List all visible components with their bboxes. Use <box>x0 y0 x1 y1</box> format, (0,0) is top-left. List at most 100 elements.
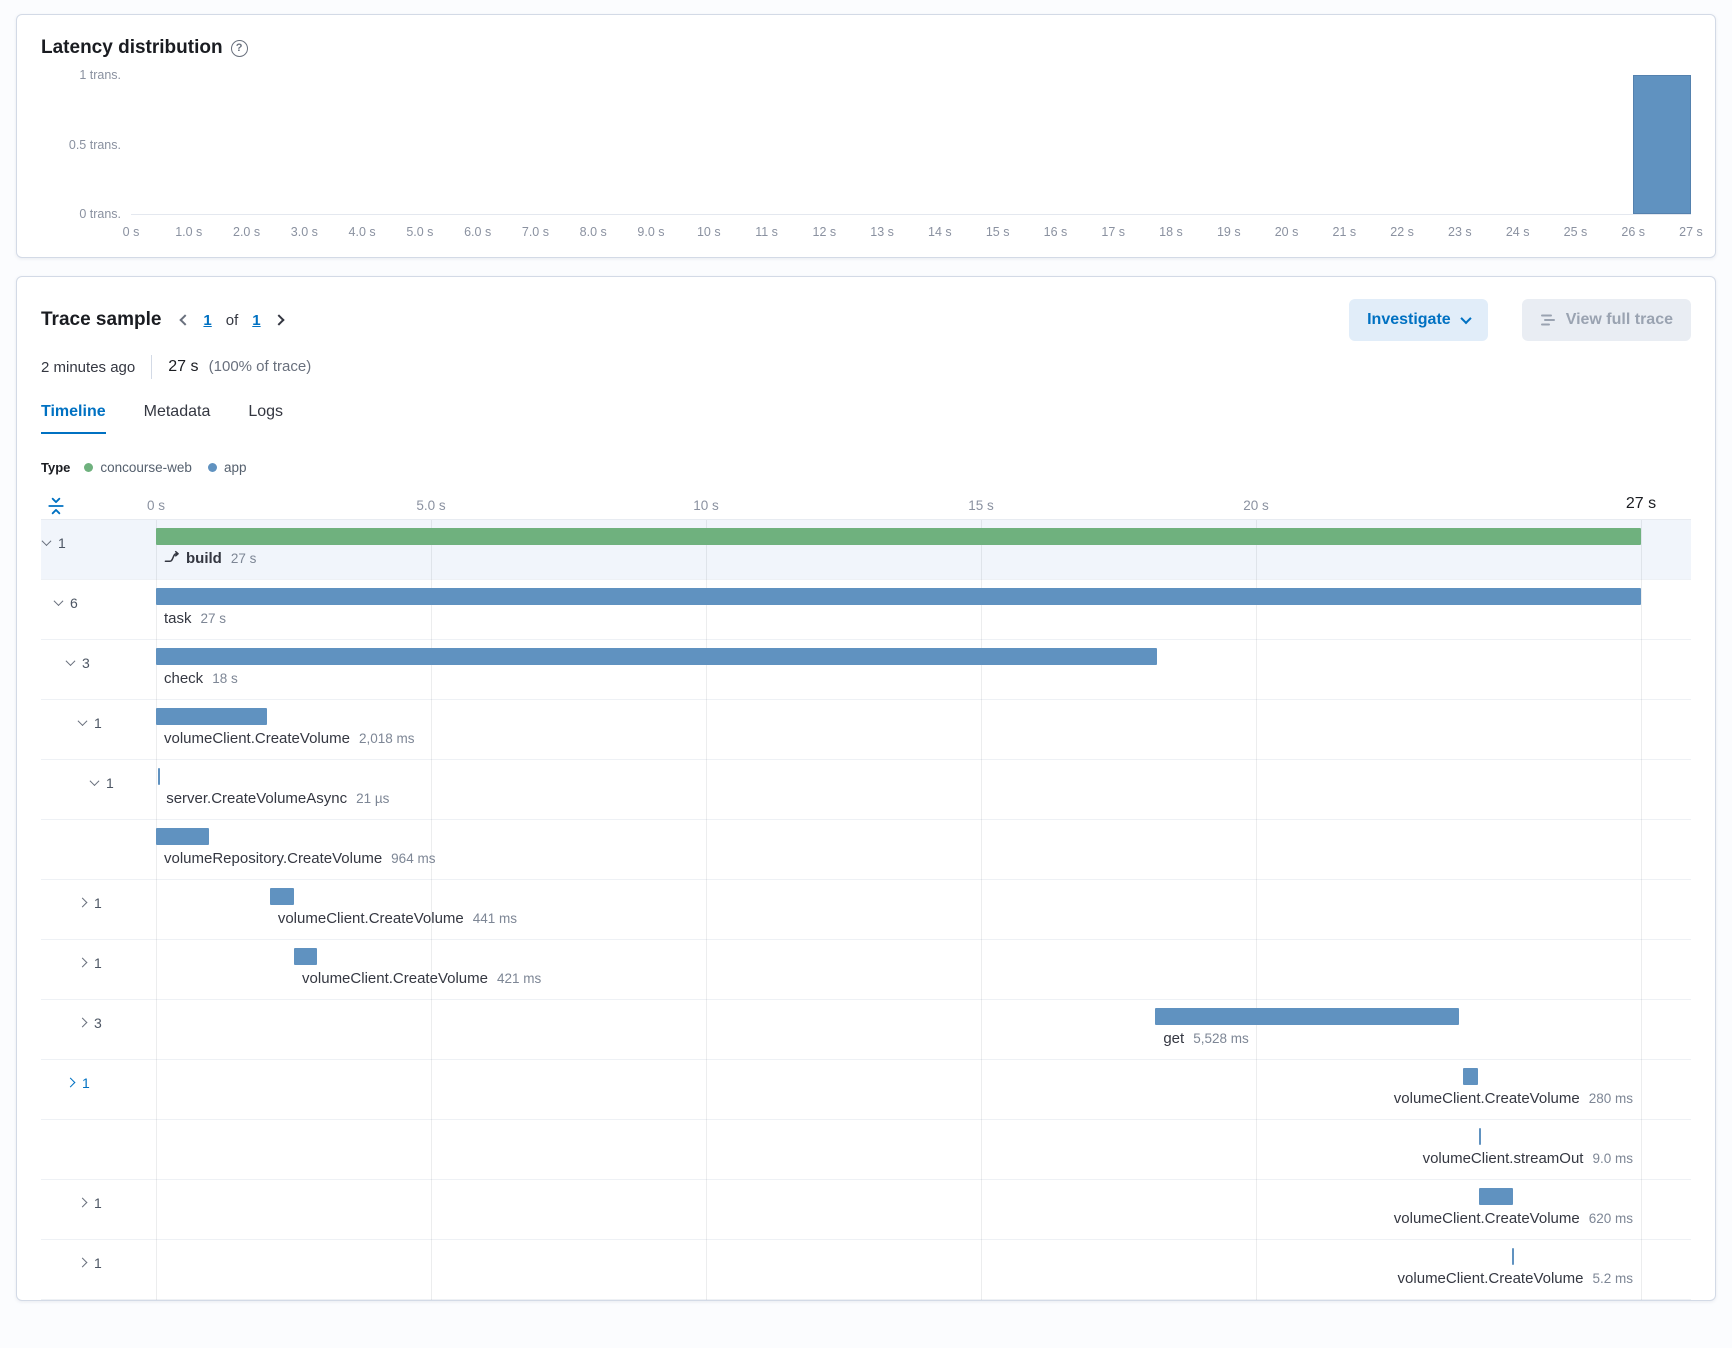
timeline-end-label: 27 s <box>1625 495 1657 512</box>
span-label[interactable]: volumeClient.CreateVolume 441 ms <box>278 910 517 927</box>
row-toggle[interactable]: 1 <box>77 955 102 971</box>
span-label[interactable]: check 18 s <box>164 670 238 687</box>
span-name: volumeClient.CreateVolume <box>302 970 488 987</box>
span-bar[interactable] <box>1512 1248 1515 1265</box>
span-bar[interactable] <box>1479 1128 1482 1145</box>
row-toggle[interactable]: 1 <box>77 1255 102 1271</box>
span-bar[interactable] <box>156 708 267 725</box>
span-bar[interactable] <box>269 888 295 905</box>
row-track: volumeClient.CreateVolume 421 ms <box>156 940 1641 999</box>
span-duration: 5,528 ms <box>1193 1031 1249 1046</box>
span-label[interactable]: server.CreateVolumeAsync 21 µs <box>166 790 389 807</box>
waterfall-row[interactable]: volumeRepository.CreateVolume 964 ms <box>41 820 1691 880</box>
waterfall-row[interactable]: 3 check 18 s <box>41 640 1691 700</box>
axis-tick-label: 15 s <box>985 225 1010 239</box>
row-toggle[interactable]: 1 <box>89 775 114 791</box>
row-gutter: 1 <box>41 700 156 759</box>
chevron-right-icon <box>77 1197 88 1208</box>
span-label[interactable]: get 5,528 ms <box>1163 1030 1248 1047</box>
chevron-left-icon[interactable] <box>179 314 192 326</box>
timeline-ruler: 0 s 5.0 s 10 s 15 s 20 s 27 s <box>41 479 1691 519</box>
waterfall-row[interactable]: 1 volumeClient.CreateVolume 620 ms <box>41 1180 1691 1240</box>
axis-tick-label: 22 s <box>1390 225 1414 239</box>
latency-histogram-bar[interactable] <box>1633 75 1691 214</box>
waterfall-row[interactable]: 1 volumeClient.CreateVolume 5.2 ms <box>41 1240 1691 1300</box>
row-gutter <box>41 820 156 879</box>
timeline-tick-label: 10 s <box>693 498 719 513</box>
divider <box>151 355 153 379</box>
waterfall-row[interactable]: 1 volumeClient.CreateVolume 2,018 ms <box>41 700 1691 760</box>
axis-tick-label: 24 s <box>1505 225 1530 239</box>
span-bar[interactable] <box>156 828 210 845</box>
row-track: volumeClient.streamOut 9.0 ms <box>156 1120 1641 1179</box>
span-label[interactable]: build 27 s <box>164 550 256 569</box>
span-name: server.CreateVolumeAsync <box>166 790 348 807</box>
span-duration: 441 ms <box>472 911 518 926</box>
span-bar[interactable] <box>156 588 1641 605</box>
waterfall-row[interactable]: 1 build 27 s <box>41 520 1691 580</box>
collapse-rows-icon[interactable] <box>47 497 65 515</box>
span-duration: 5.2 ms <box>1592 1271 1633 1286</box>
row-track: volumeClient.CreateVolume 280 ms <box>156 1060 1641 1119</box>
chevron-right-icon[interactable] <box>272 314 285 326</box>
span-label[interactable]: volumeClient.CreateVolume 280 ms <box>1394 1090 1633 1107</box>
help-icon[interactable]: ? <box>230 39 248 57</box>
axis-tick-label: 6.0 s <box>464 225 492 239</box>
child-count: 3 <box>82 654 90 671</box>
waterfall-row[interactable]: 1 volumeClient.CreateVolume 441 ms <box>41 880 1691 940</box>
view-full-trace-button[interactable]: View full trace <box>1521 299 1691 341</box>
total-pages-link[interactable]: 1 <box>252 311 261 329</box>
chevron-right-icon <box>77 1257 88 1268</box>
row-toggle[interactable]: 1 <box>77 895 102 911</box>
span-name: volumeClient.CreateVolume <box>164 730 350 747</box>
axis-tick-label: 1.0 s <box>175 225 203 239</box>
span-label[interactable]: volumeClient.CreateVolume 421 ms <box>302 970 541 987</box>
waterfall-row[interactable]: 1 volumeClient.CreateVolume 280 ms <box>41 1060 1691 1120</box>
row-gutter: 1 <box>41 760 156 819</box>
axis-tick-label: 12 s <box>812 225 837 239</box>
axis-tick-label: 2.0 s <box>232 225 261 239</box>
row-toggle[interactable]: 1 <box>77 1195 102 1211</box>
span-label[interactable]: volumeClient.CreateVolume 2,018 ms <box>164 730 414 747</box>
span-bar[interactable] <box>294 948 318 965</box>
investigate-button[interactable]: Investigate <box>1349 299 1488 341</box>
waterfall: 1 build 27 s 6 task 27 s 3 check 18 s 1 volumeClie… <box>41 519 1691 1300</box>
waterfall-row[interactable]: 6 task 27 s <box>41 580 1691 640</box>
span-name: check <box>164 670 204 687</box>
span-bar[interactable] <box>1155 1008 1460 1025</box>
latency-distribution-panel: Latency distribution ? 1 trans. 0.5 trans… <box>16 14 1716 258</box>
row-toggle[interactable]: 1 <box>77 715 102 731</box>
span-bar[interactable] <box>156 528 1641 545</box>
span-label[interactable]: volumeClient.CreateVolume 620 ms <box>1394 1210 1633 1227</box>
row-toggle[interactable]: 6 <box>53 595 78 611</box>
axis-tick-label: 23 s <box>1448 225 1472 239</box>
span-bar[interactable] <box>158 768 161 785</box>
row-toggle[interactable]: 1 <box>65 1075 90 1091</box>
current-page-link[interactable]: 1 <box>203 311 212 329</box>
timeline-tick-label: 20 s <box>1243 498 1269 513</box>
tab-logs[interactable]: Logs <box>248 403 284 420</box>
row-track: server.CreateVolumeAsync 21 µs <box>156 760 1641 819</box>
span-name: volumeClient.CreateVolume <box>1393 1090 1580 1107</box>
tab-metadata[interactable]: Metadata <box>143 403 211 420</box>
trace-timestamp: 2 minutes ago <box>41 358 136 376</box>
span-bar[interactable] <box>1462 1068 1479 1085</box>
waterfall-row[interactable]: 3 get 5,528 ms <box>41 1000 1691 1060</box>
span-duration: 27 s <box>200 611 227 626</box>
axis-tick-label: 18 s <box>1159 225 1183 239</box>
span-label[interactable]: volumeClient.streamOut 9.0 ms <box>1423 1150 1633 1167</box>
chevron-right-icon <box>77 1017 88 1028</box>
waterfall-row[interactable]: 1 volumeClient.CreateVolume 421 ms <box>41 940 1691 1000</box>
span-bar[interactable] <box>156 648 1157 665</box>
span-label[interactable]: volumeClient.CreateVolume 5.2 ms <box>1398 1270 1633 1287</box>
row-toggle[interactable]: 3 <box>77 1015 102 1031</box>
waterfall-row[interactable]: volumeClient.streamOut 9.0 ms <box>41 1120 1691 1180</box>
span-label[interactable]: task 27 s <box>164 610 226 627</box>
waterfall-row[interactable]: 1 server.CreateVolumeAsync 21 µs <box>41 760 1691 820</box>
legend-item: concourse-web <box>84 460 192 475</box>
tab-timeline[interactable]: Timeline <box>41 403 106 434</box>
row-toggle[interactable]: 3 <box>65 654 90 671</box>
row-toggle[interactable]: 1 <box>41 535 66 551</box>
span-label[interactable]: volumeRepository.CreateVolume 964 ms <box>164 850 435 867</box>
span-bar[interactable] <box>1479 1188 1514 1205</box>
